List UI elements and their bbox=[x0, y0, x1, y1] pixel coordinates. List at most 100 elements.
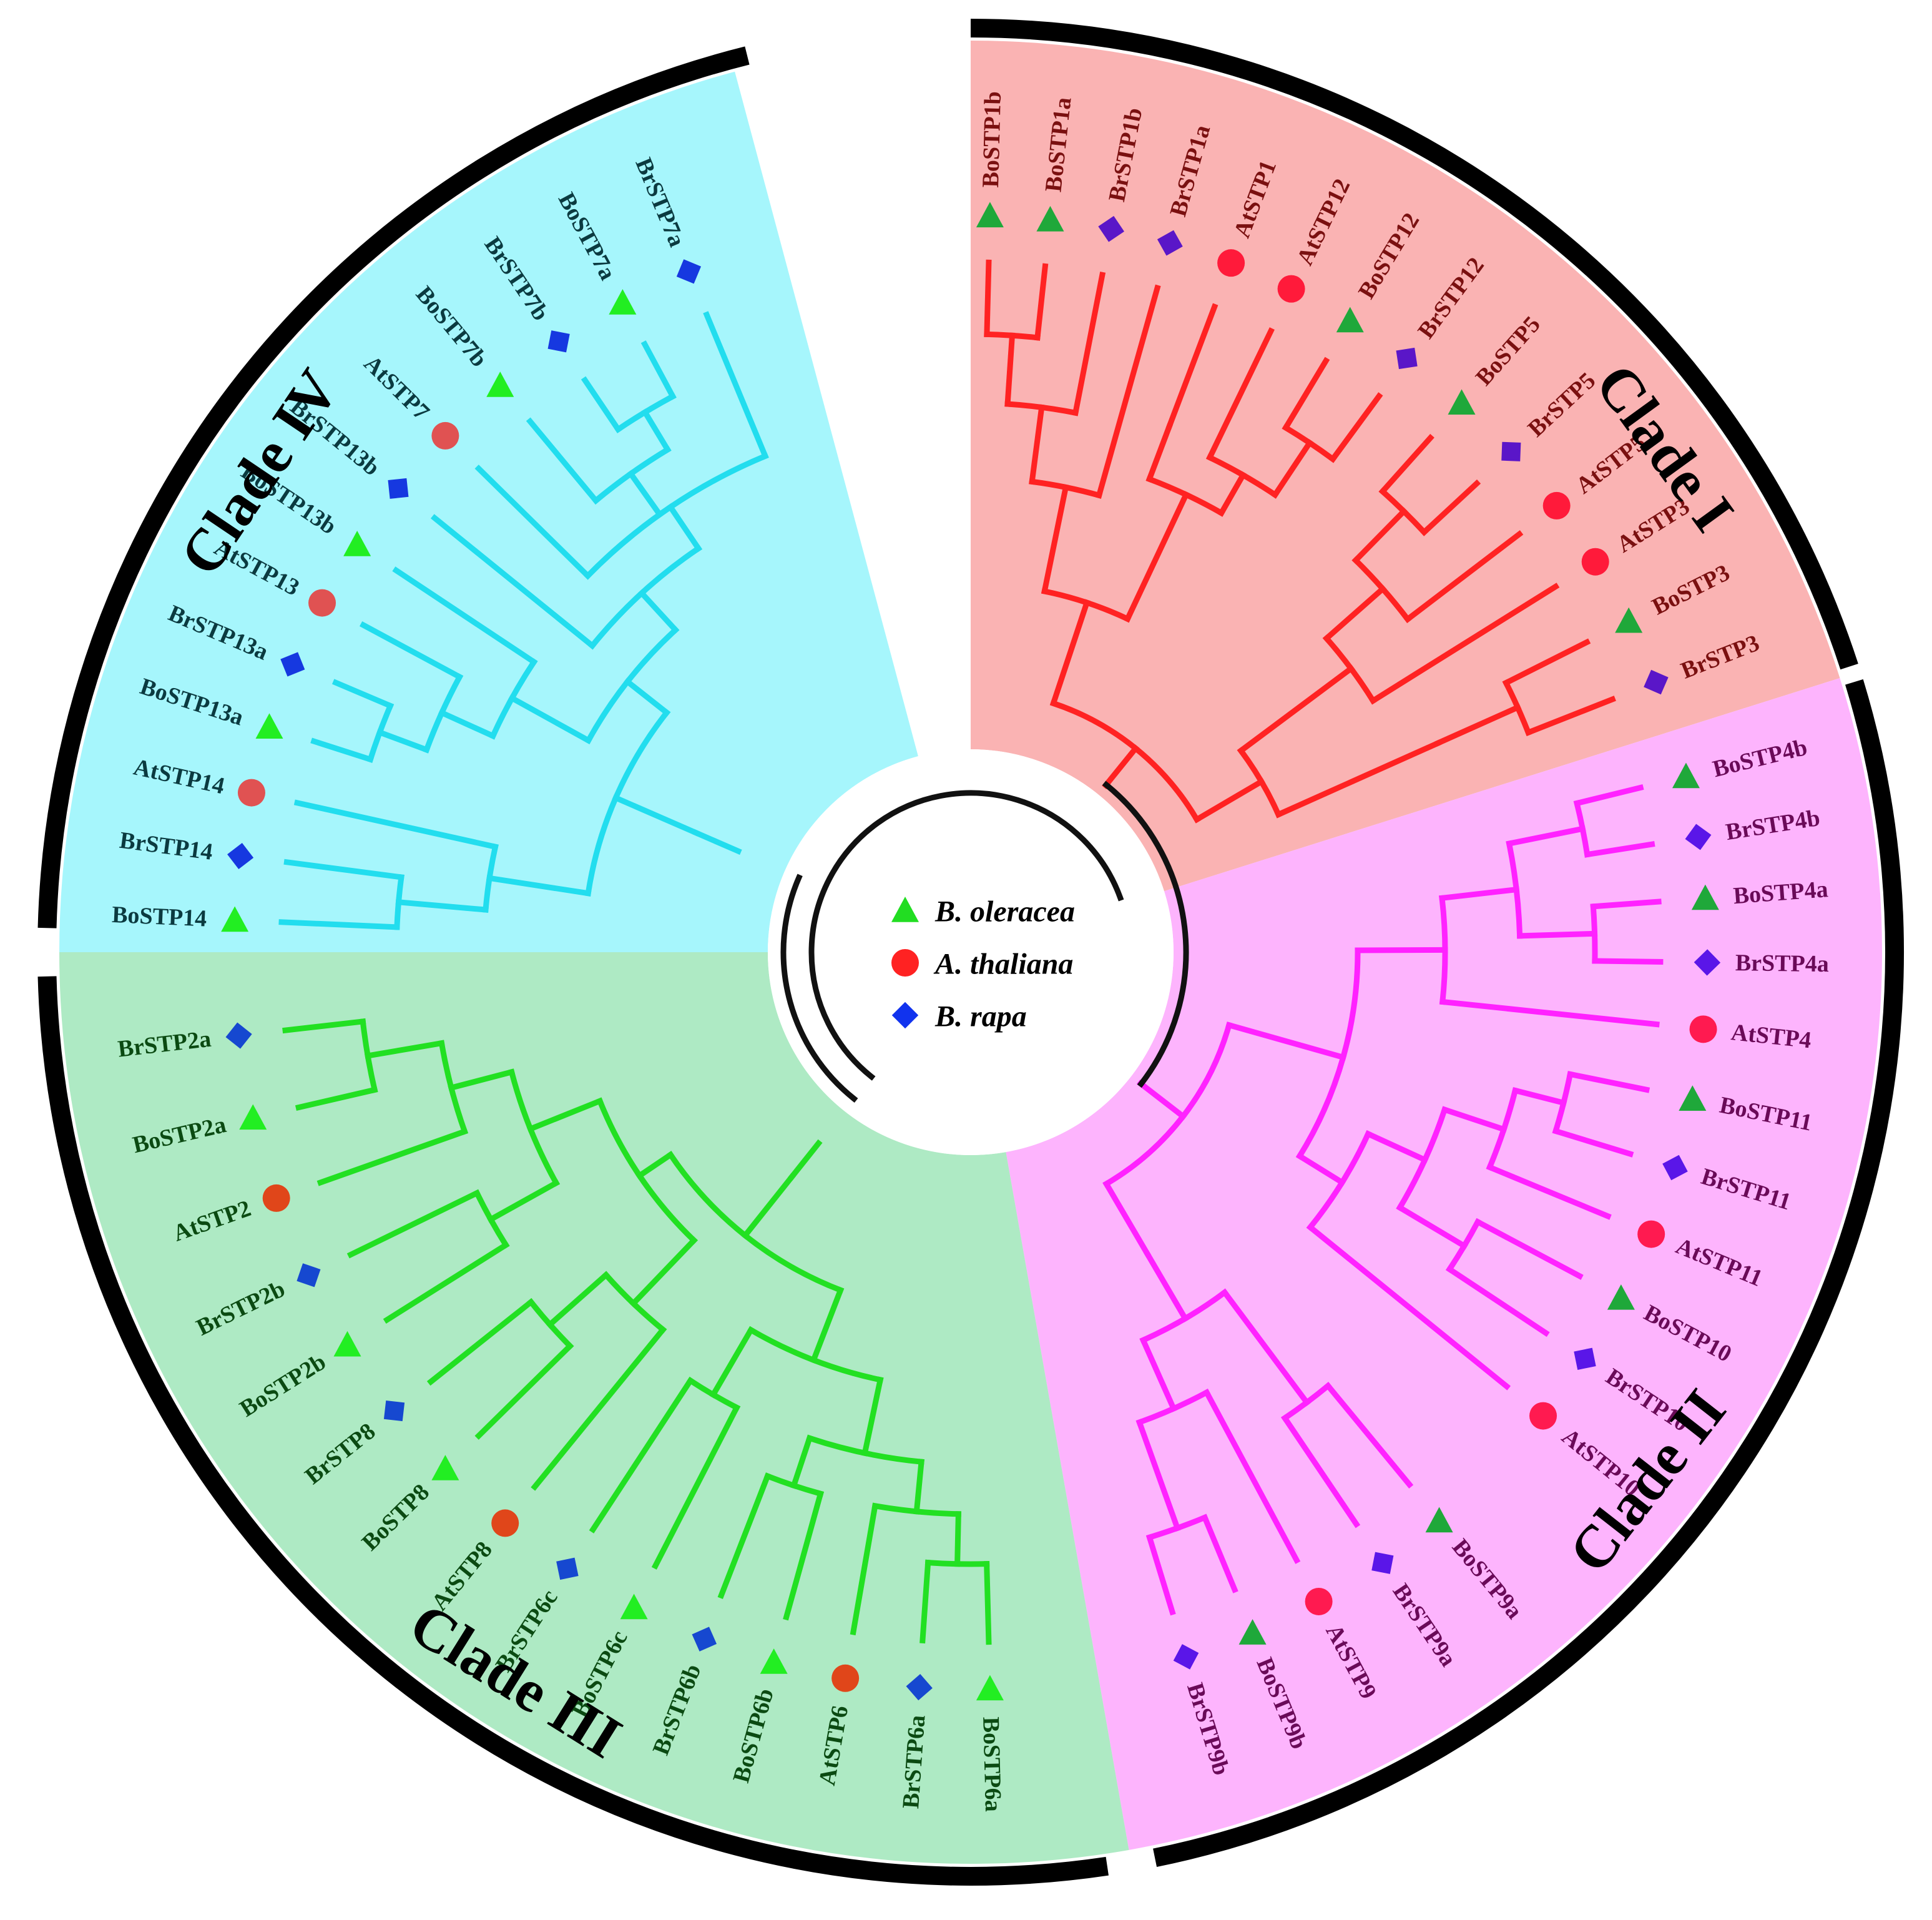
internal-branch bbox=[1004, 332, 1016, 407]
species-diamond-icon bbox=[1157, 230, 1183, 256]
leaf-BrSTP6a: BrSTP6a bbox=[898, 1673, 933, 1809]
species-diamond-icon bbox=[280, 652, 305, 677]
root-branches bbox=[780, 780, 1189, 1103]
species-triangle-icon bbox=[1615, 607, 1643, 633]
species-circle-icon bbox=[1277, 275, 1305, 303]
leaf-branch bbox=[1584, 840, 1655, 858]
leaf-branch bbox=[278, 919, 400, 930]
species-circle-icon bbox=[1689, 1015, 1717, 1043]
leaf-branch bbox=[295, 1086, 378, 1111]
leaf-branch bbox=[1072, 272, 1106, 416]
species-diamond-icon bbox=[383, 1400, 405, 1422]
clade-arc-3 bbox=[37, 976, 1109, 1886]
species-triangle-icon bbox=[1448, 389, 1476, 415]
leaf-BrSTP4a: BrSTP4a bbox=[1694, 949, 1829, 977]
leaf-branch bbox=[1205, 327, 1275, 461]
leaf-branch bbox=[1474, 1218, 1584, 1280]
leaf-branch bbox=[1592, 958, 1664, 965]
leaf-branch bbox=[1552, 1127, 1634, 1158]
legend-label: A. thaliana bbox=[933, 948, 1073, 981]
internal-branch bbox=[741, 1173, 796, 1240]
internal-branch bbox=[1511, 1087, 1567, 1106]
species-triangle-icon bbox=[1238, 1619, 1267, 1645]
internal-branch bbox=[1102, 1179, 1152, 1258]
internal-branch bbox=[1145, 423, 1173, 483]
species-diamond-icon bbox=[1685, 824, 1712, 850]
leaf-branch bbox=[1378, 433, 1434, 496]
leaf-branch bbox=[717, 1472, 772, 1600]
internal-branch bbox=[612, 794, 700, 837]
leaf-label: BoSTP1b bbox=[978, 91, 1006, 188]
species-legend: B. oleracea A. thaliana B. rapa bbox=[891, 895, 1075, 1033]
internal-branch bbox=[635, 1151, 675, 1180]
leaf-label: BoSTP6a bbox=[978, 1716, 1006, 1812]
leaf-branch bbox=[984, 259, 992, 337]
species-triangle-icon bbox=[255, 713, 283, 739]
internal-branch bbox=[448, 1068, 516, 1091]
leaf-branch bbox=[1034, 263, 1049, 341]
internal-branch bbox=[1124, 491, 1190, 623]
internal-branch bbox=[1271, 438, 1314, 499]
leaf-branch bbox=[1145, 1534, 1176, 1616]
legend-label: B. rapa bbox=[934, 1000, 1027, 1033]
tree-branches bbox=[278, 259, 1664, 1645]
internal-branch bbox=[913, 1459, 924, 1515]
internal-branch bbox=[1364, 1130, 1429, 1164]
internal-branch bbox=[1295, 1152, 1346, 1186]
species-circle-icon bbox=[262, 1184, 290, 1212]
internal-branch bbox=[627, 470, 664, 519]
legend-item: B. rapa bbox=[891, 1000, 1027, 1033]
clade-sector-2 bbox=[1006, 677, 1882, 1850]
internal-branch bbox=[1439, 886, 1520, 902]
leaf-BoSTP1b: BoSTP1b bbox=[976, 91, 1006, 228]
leaf-branch bbox=[651, 1404, 741, 1570]
leaf-branch bbox=[783, 1490, 825, 1621]
leaf-branch bbox=[1096, 284, 1161, 499]
internal-branch bbox=[1322, 584, 1387, 642]
species-triangle-icon bbox=[1691, 884, 1719, 910]
species-diamond-icon bbox=[1396, 347, 1418, 370]
species-triangle-icon bbox=[620, 1593, 648, 1620]
species-diamond-icon bbox=[1574, 1347, 1596, 1370]
internal-branch bbox=[1135, 1419, 1181, 1532]
leaf-branch bbox=[850, 1502, 879, 1636]
leaf-branch bbox=[1324, 1382, 1414, 1489]
species-diamond-icon bbox=[1501, 441, 1521, 461]
leaf-branch bbox=[316, 1128, 469, 1186]
internal-branch bbox=[1029, 404, 1045, 485]
species-triangle-icon bbox=[239, 1104, 267, 1130]
internal-branch bbox=[1396, 1203, 1468, 1250]
internal-branch bbox=[546, 1271, 610, 1329]
leaf-branch bbox=[282, 1018, 366, 1034]
leaf-label: BrSTP4a bbox=[1735, 950, 1829, 977]
internal-branch bbox=[1351, 507, 1408, 564]
leaf-branch bbox=[383, 1241, 510, 1324]
leaf-branch bbox=[1502, 638, 1591, 687]
leaf-branch bbox=[640, 340, 677, 400]
leaf-label: BrSTP6a bbox=[898, 1715, 930, 1809]
leaf-BoSTP14: BoSTP14 bbox=[111, 902, 249, 932]
leaf-branch bbox=[1165, 303, 1219, 430]
internal-branch bbox=[526, 1097, 604, 1133]
leaf-branch bbox=[1282, 357, 1330, 432]
leaf-branch bbox=[1567, 1071, 1650, 1093]
species-circle-icon bbox=[1529, 1402, 1557, 1430]
species-diamond-icon bbox=[1694, 949, 1721, 976]
species-diamond-icon bbox=[1662, 1154, 1688, 1181]
leaf-branch bbox=[310, 737, 375, 763]
leaf-branch bbox=[1439, 998, 1660, 1028]
internal-branch bbox=[1225, 1022, 1347, 1061]
species-triangle-icon bbox=[343, 530, 371, 556]
leaf-branch bbox=[531, 1326, 667, 1491]
species-diamond-icon bbox=[547, 330, 570, 353]
internal-branch bbox=[623, 677, 671, 717]
species-diamond-icon bbox=[388, 478, 409, 499]
legend-item: A. thaliana bbox=[891, 948, 1073, 981]
leaf-branch bbox=[1369, 583, 1560, 705]
leaf-branch bbox=[1486, 1163, 1612, 1220]
leaf-branch bbox=[1281, 1414, 1361, 1529]
legend-item: B. oleracea bbox=[891, 895, 1075, 928]
leaf-branch bbox=[331, 679, 395, 710]
leaf-branch bbox=[1306, 1223, 1511, 1391]
